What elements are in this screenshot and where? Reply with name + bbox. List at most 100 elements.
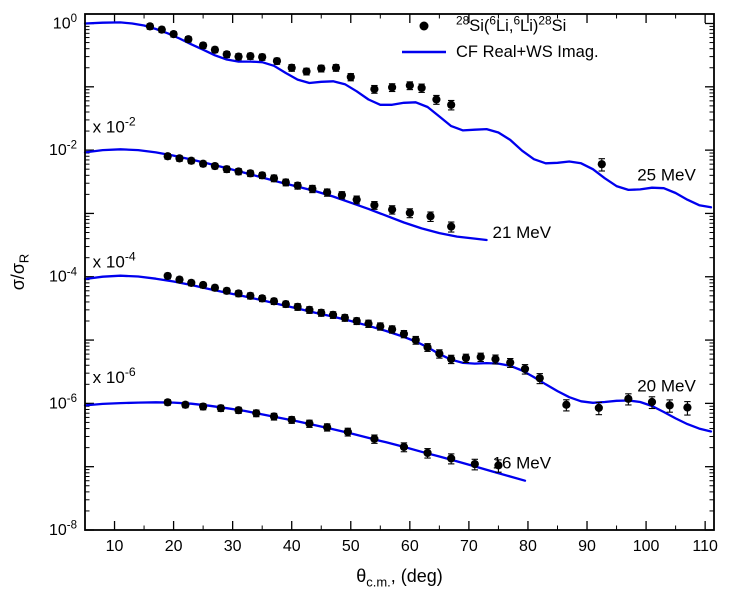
data-point <box>305 419 314 428</box>
data-point <box>328 310 338 319</box>
x-tick-label: 20 <box>165 538 183 555</box>
data-point <box>317 64 326 73</box>
data-point <box>520 364 530 374</box>
data-point <box>426 212 435 221</box>
data-point <box>470 459 479 469</box>
data-point <box>199 41 208 50</box>
legend-marker-point <box>419 21 429 31</box>
series-16-mev <box>83 398 527 482</box>
plot-frame <box>84 13 715 531</box>
legend-label-0: 28Si(6Li,6Li)28Si <box>456 13 566 35</box>
scale-1e-4: x 10-4 <box>93 250 136 272</box>
label-16mev: 16 MeV <box>493 454 552 473</box>
data-point <box>364 319 373 328</box>
data-point <box>199 159 208 168</box>
data-point <box>246 291 255 300</box>
data-point <box>163 152 172 161</box>
data-point <box>494 461 503 470</box>
label-20mev: 20 MeV <box>637 376 696 395</box>
curve-21-mev <box>83 148 488 242</box>
data-point <box>199 280 208 290</box>
data-point <box>222 50 231 59</box>
data-point <box>281 299 290 309</box>
x-tick-label: 30 <box>224 538 242 555</box>
data-point <box>331 63 341 72</box>
y-axis-title: σ/σR <box>8 254 31 291</box>
y-tick-label: 10-2 <box>49 140 77 159</box>
data-point <box>269 412 279 421</box>
y-tick-label: 10-6 <box>49 393 77 412</box>
data-point <box>388 205 397 214</box>
data-point <box>169 30 178 39</box>
x-tick-label: 50 <box>342 538 360 555</box>
data-point <box>343 427 352 436</box>
series-25-mev <box>83 21 713 209</box>
data-point <box>258 52 267 62</box>
data-point <box>476 352 485 362</box>
data-point <box>491 355 500 364</box>
label-25mev: 25 MeV <box>637 166 696 185</box>
data-point <box>594 403 603 412</box>
data-point <box>210 283 220 292</box>
data-point <box>447 222 456 231</box>
data-point <box>423 448 432 458</box>
data-point <box>423 343 432 352</box>
data-point <box>370 85 379 94</box>
data-point <box>597 160 606 169</box>
data-point <box>184 35 193 44</box>
data-point <box>405 208 414 217</box>
data-point <box>222 286 231 295</box>
data-point <box>447 454 456 463</box>
y-tick-label: 100 <box>53 13 77 32</box>
curve-16-mev <box>83 401 527 482</box>
x-tick-label: 100 <box>633 538 660 555</box>
data-point <box>388 325 397 334</box>
data-point <box>562 400 571 409</box>
data-point <box>352 316 361 326</box>
data-point <box>388 83 397 92</box>
data-point <box>405 81 414 90</box>
scale-1e-2: x 10-2 <box>93 115 136 137</box>
data-point <box>506 358 515 367</box>
data-point <box>370 434 379 443</box>
curve-25-mev <box>83 21 713 209</box>
data-point <box>399 329 409 339</box>
data-point <box>447 355 456 364</box>
x-tick-label: 70 <box>460 538 478 555</box>
data-point <box>175 154 184 163</box>
data-point <box>272 56 282 66</box>
data-point <box>376 322 385 331</box>
x-tick-label: 60 <box>401 538 419 555</box>
scale-1e-6: x 10-6 <box>93 365 136 387</box>
data-point <box>399 442 409 452</box>
data-point <box>287 415 296 424</box>
data-point <box>323 423 332 432</box>
legend: 28Si(6Li,6Li)28Si CF Real+WS Imag. <box>402 13 599 61</box>
data-point <box>252 409 261 418</box>
data-point <box>234 289 243 298</box>
data-point <box>258 171 267 180</box>
data-point <box>432 95 441 104</box>
data-point <box>145 22 155 31</box>
x-tick-label: 90 <box>578 538 596 555</box>
data-point <box>210 161 220 171</box>
data-point <box>447 100 456 109</box>
data-point <box>181 400 190 409</box>
x-tick-label: 80 <box>519 538 537 555</box>
data-point <box>163 271 172 281</box>
data-point <box>337 190 347 200</box>
data-point <box>302 67 311 76</box>
data-point <box>222 165 231 174</box>
data-point <box>624 394 633 403</box>
data-point <box>199 402 208 411</box>
data-point <box>435 349 444 358</box>
series-20-mev <box>83 271 713 433</box>
data-point <box>287 63 296 72</box>
data-point <box>216 404 225 413</box>
y-tick-label: 10-4 <box>49 266 78 285</box>
series-21-mev <box>83 148 488 242</box>
data-point <box>293 302 302 311</box>
x-tick-label: 40 <box>283 538 301 555</box>
data-point <box>370 201 379 210</box>
